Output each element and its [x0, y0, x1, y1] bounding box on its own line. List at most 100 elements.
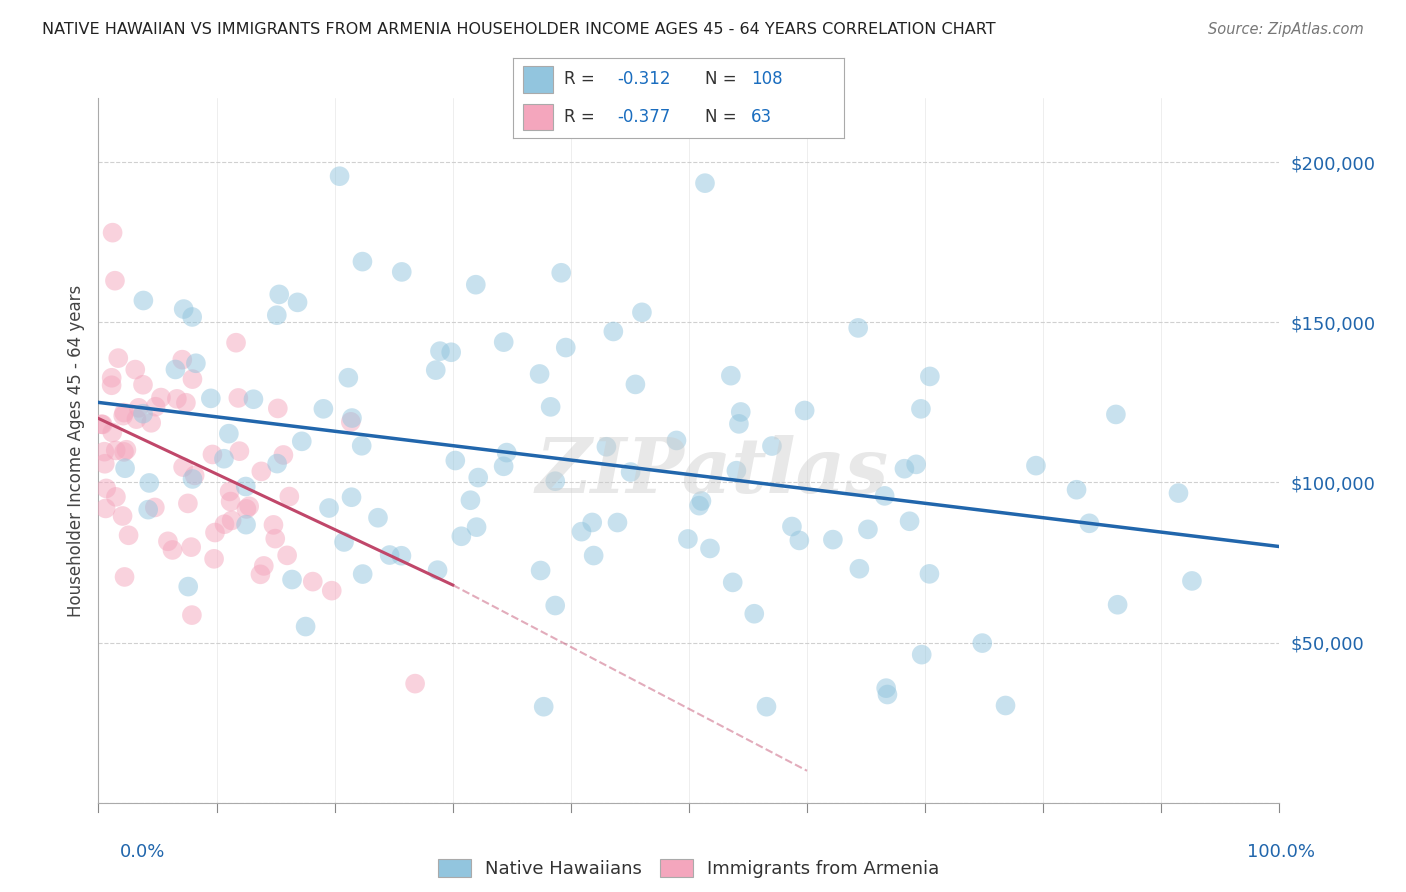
Point — [333, 535, 356, 549]
Point — [181, 472, 204, 486]
Point — [856, 522, 879, 536]
Point — [391, 549, 413, 563]
Point — [180, 608, 202, 623]
Point — [492, 459, 515, 474]
Point — [249, 567, 271, 582]
Point — [898, 514, 921, 528]
Point — [789, 533, 811, 548]
Point — [132, 377, 155, 392]
Point — [184, 356, 207, 370]
Point — [181, 310, 204, 324]
Point — [340, 415, 363, 429]
Point — [101, 425, 124, 440]
Point — [1167, 486, 1189, 500]
Point — [1078, 516, 1101, 531]
Text: N =: N = — [704, 70, 737, 87]
Text: N =: N = — [704, 108, 737, 126]
Point — [620, 465, 643, 479]
Point — [219, 494, 242, 508]
Point — [910, 401, 932, 416]
Point — [266, 308, 288, 322]
Point — [273, 448, 295, 462]
Point — [221, 513, 243, 527]
Point — [426, 563, 449, 577]
Point — [238, 500, 260, 514]
Point — [267, 401, 290, 416]
Point — [905, 458, 928, 472]
Point — [112, 406, 135, 420]
Point — [112, 445, 135, 459]
Point — [124, 362, 146, 376]
Point — [177, 496, 200, 510]
Point — [250, 464, 273, 478]
Point — [690, 494, 713, 508]
Point — [94, 501, 117, 516]
Point — [544, 474, 567, 488]
Point — [91, 417, 114, 432]
Legend: Native Hawaiians, Immigrants from Armenia: Native Hawaiians, Immigrants from Armeni… — [432, 852, 946, 886]
Point — [761, 439, 783, 453]
Point — [665, 434, 688, 448]
Point — [301, 574, 323, 589]
Point — [450, 529, 472, 543]
FancyBboxPatch shape — [523, 103, 553, 130]
Point — [321, 583, 343, 598]
Point — [228, 444, 250, 458]
Text: ZIPatlas: ZIPatlas — [536, 434, 889, 508]
Point — [464, 277, 486, 292]
Point — [294, 619, 316, 633]
Text: 63: 63 — [751, 108, 772, 126]
Point — [972, 636, 994, 650]
Point — [728, 417, 751, 431]
Point — [107, 351, 129, 365]
Point — [145, 400, 167, 414]
Point — [352, 567, 374, 582]
Point — [225, 335, 247, 350]
Point — [725, 464, 748, 478]
Point — [141, 416, 163, 430]
Point — [873, 489, 896, 503]
Text: Source: ZipAtlas.com: Source: ZipAtlas.com — [1208, 22, 1364, 37]
Point — [1025, 458, 1047, 473]
Point — [281, 573, 304, 587]
Point — [606, 516, 628, 530]
Point — [218, 426, 240, 441]
Point — [242, 392, 264, 407]
Point — [269, 287, 291, 301]
Point — [699, 541, 721, 556]
Point — [793, 403, 815, 417]
Point — [602, 325, 624, 339]
Point — [235, 479, 257, 493]
Point — [582, 549, 605, 563]
Point — [200, 392, 222, 406]
Point — [530, 564, 553, 578]
Text: -0.312: -0.312 — [617, 70, 671, 87]
Point — [391, 265, 413, 279]
Point — [340, 490, 363, 504]
Point — [172, 352, 194, 367]
FancyBboxPatch shape — [523, 66, 553, 93]
Point — [440, 345, 463, 359]
Point — [212, 451, 235, 466]
Point — [218, 484, 240, 499]
Point — [262, 517, 284, 532]
Point — [173, 301, 195, 316]
Point — [312, 401, 335, 416]
Text: NATIVE HAWAIIAN VS IMMIGRANTS FROM ARMENIA HOUSEHOLDER INCOME AGES 45 - 64 YEARS: NATIVE HAWAIIAN VS IMMIGRANTS FROM ARMEN… — [42, 22, 995, 37]
Point — [918, 566, 941, 581]
Point — [465, 520, 488, 534]
Point — [125, 412, 148, 426]
Text: 100.0%: 100.0% — [1247, 843, 1315, 861]
Point — [444, 453, 467, 467]
Point — [132, 407, 155, 421]
Point — [318, 501, 340, 516]
Point — [352, 254, 374, 268]
Point — [721, 575, 744, 590]
Point — [228, 391, 250, 405]
Point — [101, 226, 124, 240]
Point — [202, 551, 225, 566]
Point — [367, 510, 389, 524]
Point — [172, 460, 194, 475]
Point — [350, 439, 373, 453]
Y-axis label: Householder Income Ages 45 - 64 years: Householder Income Ages 45 - 64 years — [66, 285, 84, 616]
